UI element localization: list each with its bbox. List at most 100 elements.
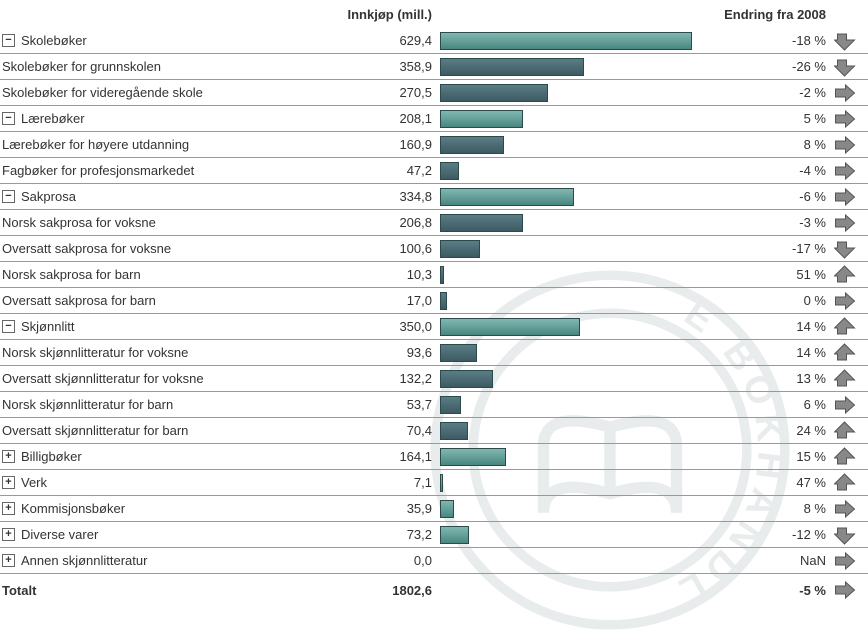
- row-label: Norsk skjønnlitteratur for barn: [2, 397, 173, 412]
- row-label: Norsk skjønnlitteratur for voksne: [2, 345, 188, 360]
- row-value: 629,4: [260, 33, 440, 48]
- row-change: 5 %: [720, 111, 830, 126]
- row-change: -17 %: [720, 241, 830, 256]
- row-label-cell: Oversatt skjønnlitteratur for barn: [0, 423, 260, 438]
- table-row: Oversatt sakprosa for voksne100,6-17 %: [0, 236, 868, 262]
- row-change: 14 %: [720, 345, 830, 360]
- bar: [440, 370, 493, 388]
- row-label-cell: Lærebøker for høyere utdanning: [0, 137, 260, 152]
- table-row: Lærebøker for høyere utdanning160,98 %: [0, 132, 868, 158]
- trend-arrow-flat-icon: [830, 135, 860, 155]
- row-label-cell: −Skjønnlitt: [0, 319, 260, 334]
- bar: [440, 214, 523, 232]
- row-label-cell: + Verk: [0, 475, 260, 490]
- row-bar-cell: [440, 548, 720, 573]
- collapse-icon[interactable]: −: [2, 34, 15, 47]
- row-change: 13 %: [720, 371, 830, 386]
- table-row: Oversatt skjønnlitteratur for barn70,424…: [0, 418, 868, 444]
- bar: [440, 292, 447, 310]
- expand-icon[interactable]: +: [2, 450, 15, 463]
- table-row: Fagbøker for profesjonsmarkedet 47,2 -4 %: [0, 158, 868, 184]
- bar: [440, 110, 523, 128]
- table-row: Oversatt skjønnlitteratur for voksne132,…: [0, 366, 868, 392]
- row-bar-cell: [440, 574, 720, 606]
- expand-icon[interactable]: +: [2, 502, 15, 515]
- bar: [440, 344, 477, 362]
- row-bar-cell: [440, 444, 720, 469]
- row-label-cell: −Skolebøker: [0, 33, 260, 48]
- row-bar-cell: [440, 522, 720, 547]
- row-bar-cell: [440, 184, 720, 209]
- row-value: 358,9: [260, 59, 440, 74]
- header-value: Innkjøp (mill.): [260, 7, 440, 22]
- row-bar-cell: [440, 288, 720, 313]
- row-label-cell: −Sakprosa: [0, 189, 260, 204]
- row-bar-cell: [440, 496, 720, 521]
- expand-icon[interactable]: +: [2, 554, 15, 567]
- trend-arrow-flat-icon: [830, 187, 860, 207]
- row-value: 160,9: [260, 137, 440, 152]
- row-bar-cell: [440, 366, 720, 391]
- bar: [440, 526, 469, 544]
- bar: [440, 266, 444, 284]
- trend-arrow-flat-icon: [830, 291, 860, 311]
- trend-arrow-flat-icon: [830, 395, 860, 415]
- row-label: Skolebøker: [21, 33, 87, 48]
- row-change: -18 %: [720, 33, 830, 48]
- row-value: 100,6: [260, 241, 440, 256]
- bar: [440, 136, 504, 154]
- bar: [440, 318, 580, 336]
- bar: [440, 84, 548, 102]
- row-label-cell: Totalt: [0, 583, 260, 598]
- row-label-cell: Norsk sakprosa for barn: [0, 267, 260, 282]
- bar: [440, 162, 459, 180]
- row-label-cell: Oversatt skjønnlitteratur for voksne: [0, 371, 260, 386]
- row-bar-cell: [440, 132, 720, 157]
- row-label: Oversatt skjønnlitteratur for barn: [2, 423, 188, 438]
- bar: [440, 474, 443, 492]
- row-bar-cell: [440, 158, 720, 183]
- collapse-icon[interactable]: −: [2, 112, 15, 125]
- row-label: Diverse varer: [21, 527, 98, 542]
- row-label: Annen skjønnlitteratur: [21, 553, 147, 568]
- row-label-cell: + Diverse varer: [0, 527, 260, 542]
- trend-arrow-down-icon: [830, 239, 860, 259]
- table-row: Norsk sakprosa for barn10,351 %: [0, 262, 868, 288]
- row-change: NaN: [720, 553, 830, 568]
- table-row: +Billigbøker164,115 %: [0, 444, 868, 470]
- trend-arrow-flat-icon: [830, 83, 860, 103]
- row-label: Verk: [21, 475, 47, 490]
- row-bar-cell: [440, 54, 720, 79]
- expand-icon[interactable]: +: [2, 476, 15, 489]
- row-label: Fagbøker for profesjonsmarkedet: [2, 163, 194, 178]
- table-row: −Skolebøker629,4-18 %: [0, 28, 868, 54]
- bar: [440, 422, 468, 440]
- table-row: −Sakprosa334,8-6 %: [0, 184, 868, 210]
- trend-arrow-flat-icon: [830, 551, 860, 571]
- row-value: 47,2: [260, 163, 440, 178]
- bar: [440, 448, 506, 466]
- row-change: -2 %: [720, 85, 830, 100]
- table-row: Norsk sakprosa for voksne206,8-3 %: [0, 210, 868, 236]
- collapse-icon[interactable]: −: [2, 190, 15, 203]
- row-change: -5 %: [720, 583, 830, 598]
- trend-arrow-flat-icon: [830, 580, 860, 600]
- row-value: 208,1: [260, 111, 440, 126]
- table-header: Innkjøp (mill.) Endring fra 2008: [0, 0, 868, 28]
- trend-arrow-flat-icon: [830, 499, 860, 519]
- row-change: 24 %: [720, 423, 830, 438]
- row-change: -4 %: [720, 163, 830, 178]
- expand-icon[interactable]: +: [2, 528, 15, 541]
- row-value: 7,1: [260, 475, 440, 490]
- row-label: Kommisjonsbøker: [21, 501, 125, 516]
- row-label-cell: +Billigbøker: [0, 449, 260, 464]
- row-bar-cell: [440, 418, 720, 443]
- table-row: Norsk skjønnlitteratur for voksne93,614 …: [0, 340, 868, 366]
- row-change: 15 %: [720, 449, 830, 464]
- collapse-icon[interactable]: −: [2, 320, 15, 333]
- row-value: 73,2: [260, 527, 440, 542]
- row-label-cell: Skolebøker for videregående skole: [0, 85, 260, 100]
- table-row: Skolebøker for grunnskolen358,9-26 %: [0, 54, 868, 80]
- table-row: −Lærebøker208,15 %: [0, 106, 868, 132]
- row-value: 1802,6: [260, 583, 440, 598]
